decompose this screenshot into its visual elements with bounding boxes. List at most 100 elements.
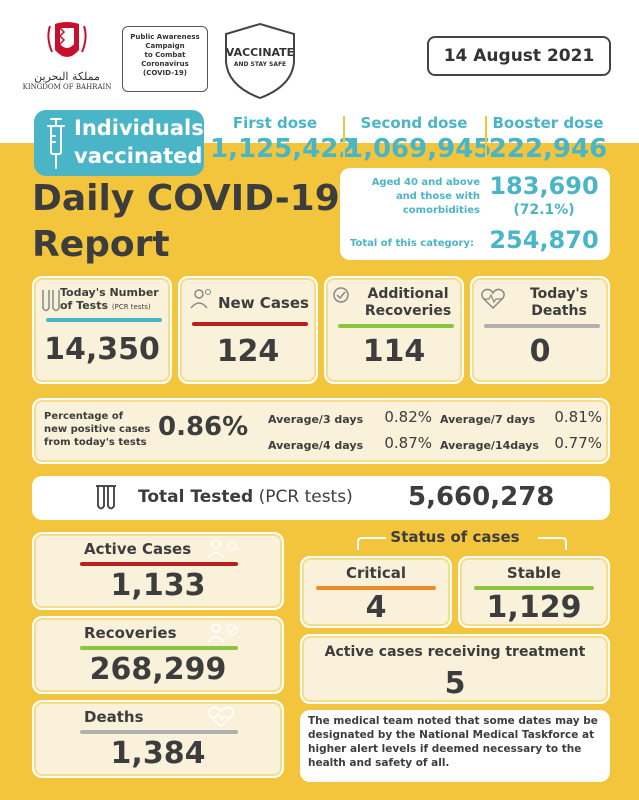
booster-dose-label: Booster dose <box>492 114 604 132</box>
second-dose-block: Second dose 1,069,945 <box>345 114 492 164</box>
status-heading: Status of cases <box>390 528 520 546</box>
deaths-total-value: 1,384 <box>110 736 206 771</box>
report-date: 14 August 2021 <box>427 36 611 76</box>
avg7-row: Average/7 days 0.81% <box>440 408 602 427</box>
new-cases-underline <box>192 322 308 326</box>
booster-dose-value: 222,946 <box>488 134 608 164</box>
aged-label-line: Aged 40 and above <box>371 177 480 188</box>
avg4-row: Average/4 days 0.87% <box>268 434 432 453</box>
campaign-line: Coronavirus <box>141 60 189 68</box>
badge-subtitle: AND STAY SAFE <box>233 61 287 68</box>
recoveries-total-underline <box>80 646 238 650</box>
deaths-today-line2: Deaths <box>531 303 587 319</box>
recoveries-today-card: Additional Recoveries 114 <box>324 276 464 384</box>
treatment-value: 5 <box>444 666 466 701</box>
first-dose-block: First dose 1,125,422 <box>210 114 357 164</box>
first-dose-value: 1,125,422 <box>210 134 357 164</box>
active-cases-label: Active Cases <box>84 540 192 558</box>
active-cases-card: Active Cases 1,133 <box>32 532 284 610</box>
tests-label-line2: of Tests <box>60 299 109 312</box>
total-tested-label-text: Total Tested <box>138 487 254 507</box>
stable-value: 1,129 <box>486 590 582 625</box>
booster-dose-block: Booster dose 222,946 <box>488 114 608 164</box>
aged-percent: (72.1%) <box>513 202 575 218</box>
second-dose-value: 1,069,945 <box>345 134 492 164</box>
deaths-total-underline <box>80 730 238 734</box>
campaign-line: Public Awareness <box>130 33 200 41</box>
kingdom-arabic: مملكة البحرين <box>34 70 100 83</box>
critical-card: Critical 4 <box>300 556 452 628</box>
tests-label: Today's Number of Tests (PCR tests) <box>60 286 159 314</box>
deaths-today-line1: Today's <box>529 286 589 302</box>
stable-card: Stable 1,129 <box>458 556 610 628</box>
percentage-value: 0.86% <box>158 412 249 442</box>
person-virus-icon <box>190 289 211 309</box>
deaths-today-label: Today's Deaths <box>512 286 606 320</box>
bahrain-logo: مملكة البحرين KINGDOM OF BAHRAIN <box>22 20 112 91</box>
stable-underline <box>474 586 594 590</box>
recoveries-today-value: 114 <box>362 334 426 369</box>
total-tested-label: Total Tested (PCR tests) <box>138 487 353 507</box>
tests-label-line1: Today's Number <box>60 286 159 299</box>
recovery-icon <box>333 287 349 303</box>
status-bracket <box>357 537 567 550</box>
tests-label-small: (PCR tests) <box>111 303 151 311</box>
avg4-value: 0.87% <box>384 434 432 452</box>
campaign-line: to Combat <box>144 51 186 59</box>
deaths-today-card: Today's Deaths 0 <box>470 276 610 384</box>
avg14-label: Average/14days <box>440 439 539 452</box>
tests-underline <box>46 318 162 322</box>
aged-value: 183,690 <box>489 172 599 200</box>
percentage-label-line: Percentage of <box>44 411 124 422</box>
first-dose-label: First dose <box>232 114 318 132</box>
person-virus-icon <box>207 539 237 559</box>
vaccinated-label-box: Individuals vaccinated <box>34 110 204 176</box>
active-cases-value: 1,133 <box>110 568 206 603</box>
treatment-card: Active cases receiving treatment 5 <box>300 634 610 704</box>
test-tubes-icon <box>42 290 60 312</box>
second-dose-label: Second dose <box>360 114 468 132</box>
heartbeat-icon <box>481 288 505 310</box>
percentage-label-line: new positive cases <box>44 424 151 435</box>
avg4-label: Average/4 days <box>268 439 364 452</box>
campaign-line: Campaign <box>145 42 185 50</box>
recoveries-today-line2: Recoveries <box>364 303 452 319</box>
aged-label-line: comorbidities <box>402 205 480 216</box>
new-cases-label: New Cases <box>218 294 309 312</box>
category-total-value: 254,870 <box>489 226 599 254</box>
percentage-label: Percentage of new positive cases from to… <box>44 410 162 449</box>
critical-underline <box>316 586 436 590</box>
deaths-total-label: Deaths <box>84 708 144 726</box>
recoveries-today-label: Additional Recoveries <box>356 286 460 320</box>
medical-note: The medical team noted that some dates m… <box>300 710 610 782</box>
treatment-label: Active cases receiving treatment <box>324 644 586 660</box>
title-line2: Report <box>32 224 170 265</box>
recoveries-total-card: Recoveries 268,299 <box>32 616 284 694</box>
recoveries-today-underline <box>338 324 454 328</box>
active-cases-underline <box>80 562 238 566</box>
page-title: Daily COVID-19 Report <box>32 176 340 268</box>
aged-label: Aged 40 and above and those with comorbi… <box>348 176 480 218</box>
tests-card: Today's Number of Tests (PCR tests) 14,3… <box>32 276 172 384</box>
badge-title: VACCINATE <box>225 46 295 59</box>
bahrain-emblem-icon <box>47 22 87 57</box>
recoveries-today-line1: Additional <box>367 286 449 302</box>
deaths-today-value: 0 <box>529 334 551 369</box>
new-cases-value: 124 <box>216 334 280 369</box>
dose-divider <box>343 116 345 166</box>
vaccinated-label-line2: vaccinated <box>74 144 203 168</box>
percentage-label-line: from today's tests <box>44 437 147 448</box>
syringe-icon <box>47 118 65 169</box>
total-tested-value: 5,660,278 <box>408 482 555 512</box>
deaths-today-underline <box>484 324 600 328</box>
percentage-card: Percentage of new positive cases from to… <box>32 398 610 464</box>
campaign-box: Public Awareness Campaign to Combat Coro… <box>122 26 208 92</box>
total-tested-label-small: (PCR tests) <box>258 487 353 507</box>
avg7-value: 0.81% <box>554 408 602 426</box>
vaccinated-label-line1: Individuals <box>74 116 204 140</box>
category-total-label: Total of this category: <box>350 238 474 249</box>
avg3-row: Average/3 days 0.82% <box>268 408 432 427</box>
dose-divider <box>485 116 487 166</box>
critical-value: 4 <box>365 590 387 625</box>
test-tubes-icon <box>96 485 116 510</box>
